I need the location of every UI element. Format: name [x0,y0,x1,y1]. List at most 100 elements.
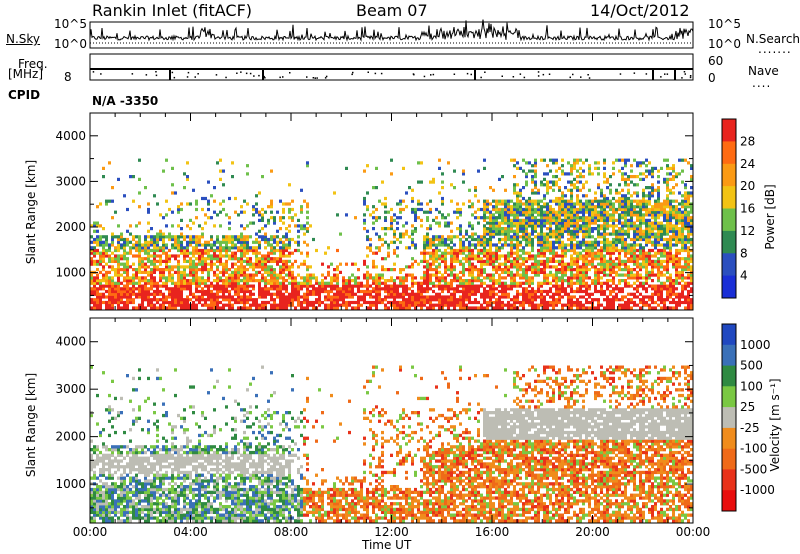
power-cell [540,270,543,274]
power-cell [387,292,390,296]
power-cell [156,246,159,250]
power-cell [174,306,177,310]
power-cell [159,262,162,266]
power-cell [447,221,450,225]
power-cell [540,254,543,258]
power-cell [537,284,540,288]
power-cell [282,248,285,253]
power-cell [282,298,285,302]
power-cell [267,287,270,291]
power-cell [600,191,603,195]
power-cell [477,268,480,272]
power-cell [138,268,141,272]
power-cell [111,257,114,261]
power-cell [546,257,549,261]
power-cell [495,257,498,261]
power-cell [240,284,243,288]
power-cell [354,279,357,283]
power-cell [660,298,663,302]
power-cell [618,227,621,231]
power-cell [204,248,207,253]
power-cell [135,287,138,291]
power-cell [171,292,174,296]
power-cell [261,227,264,231]
power-cell [555,180,558,184]
power-cell [540,183,543,187]
power-cell [513,202,516,206]
power-cell [555,240,558,244]
power-cell [570,194,573,198]
power-cell [246,243,249,247]
power-cell [570,248,573,253]
power-cell [606,273,609,277]
power-cell [615,270,618,274]
power-cell [621,240,624,244]
power-cell [450,292,453,296]
power-cell [171,224,174,228]
power-cell [384,240,387,244]
power-cell [417,298,420,302]
power-cell [459,248,462,253]
power-cell [204,284,207,288]
power-cell [180,273,183,277]
power-cell [234,270,237,274]
power-cell [642,188,645,192]
power-cell [528,218,531,222]
power-cell [549,240,552,244]
power-cell [225,289,228,294]
power-cell [579,276,582,280]
power-cell [570,276,573,280]
power-cell [375,298,378,302]
power-cell [294,287,297,291]
power-cell [171,300,174,305]
power-cell [231,254,234,258]
power-cell [174,295,177,299]
power-cell [276,279,279,283]
power-cell [363,284,366,288]
power-cell [558,202,561,206]
power-cell [573,202,576,206]
power-cell [582,210,585,214]
power-cell [600,240,603,244]
power-cell [537,221,540,225]
power-cell [621,175,624,179]
power-cell [165,300,168,305]
power-cell [354,300,357,305]
power-cell [516,265,519,269]
power-cell [621,216,624,220]
power-cell [597,243,600,247]
power-cell [603,207,606,212]
power-cell [183,281,186,285]
power-cell [303,227,306,231]
power-cell [609,292,612,296]
power-cell [510,199,513,203]
power-cell [441,216,444,220]
power-cell [573,243,576,247]
power-cell [477,273,480,277]
power-cell [246,224,249,228]
power-cell [615,235,618,239]
power-cell [111,279,114,283]
power-cell [504,218,507,222]
power-cell [324,287,327,291]
power-cell [222,246,225,250]
power-cell [492,295,495,299]
power-cell [498,289,501,294]
power-cell [630,246,633,250]
power-cell [204,246,207,250]
power-cell [510,303,513,307]
power-cell [654,287,657,291]
power-cell [654,227,657,231]
power-cell [531,202,534,206]
power-cell [339,262,342,266]
power-cell [123,248,126,253]
power-cell [498,199,501,203]
power-cell [630,199,633,203]
power-cell [657,186,660,190]
power-cell [624,229,627,233]
power-cell [273,292,276,296]
power-cell [582,235,585,239]
power-cell [201,259,204,263]
power-cell [594,298,597,302]
power-cell [267,240,270,244]
